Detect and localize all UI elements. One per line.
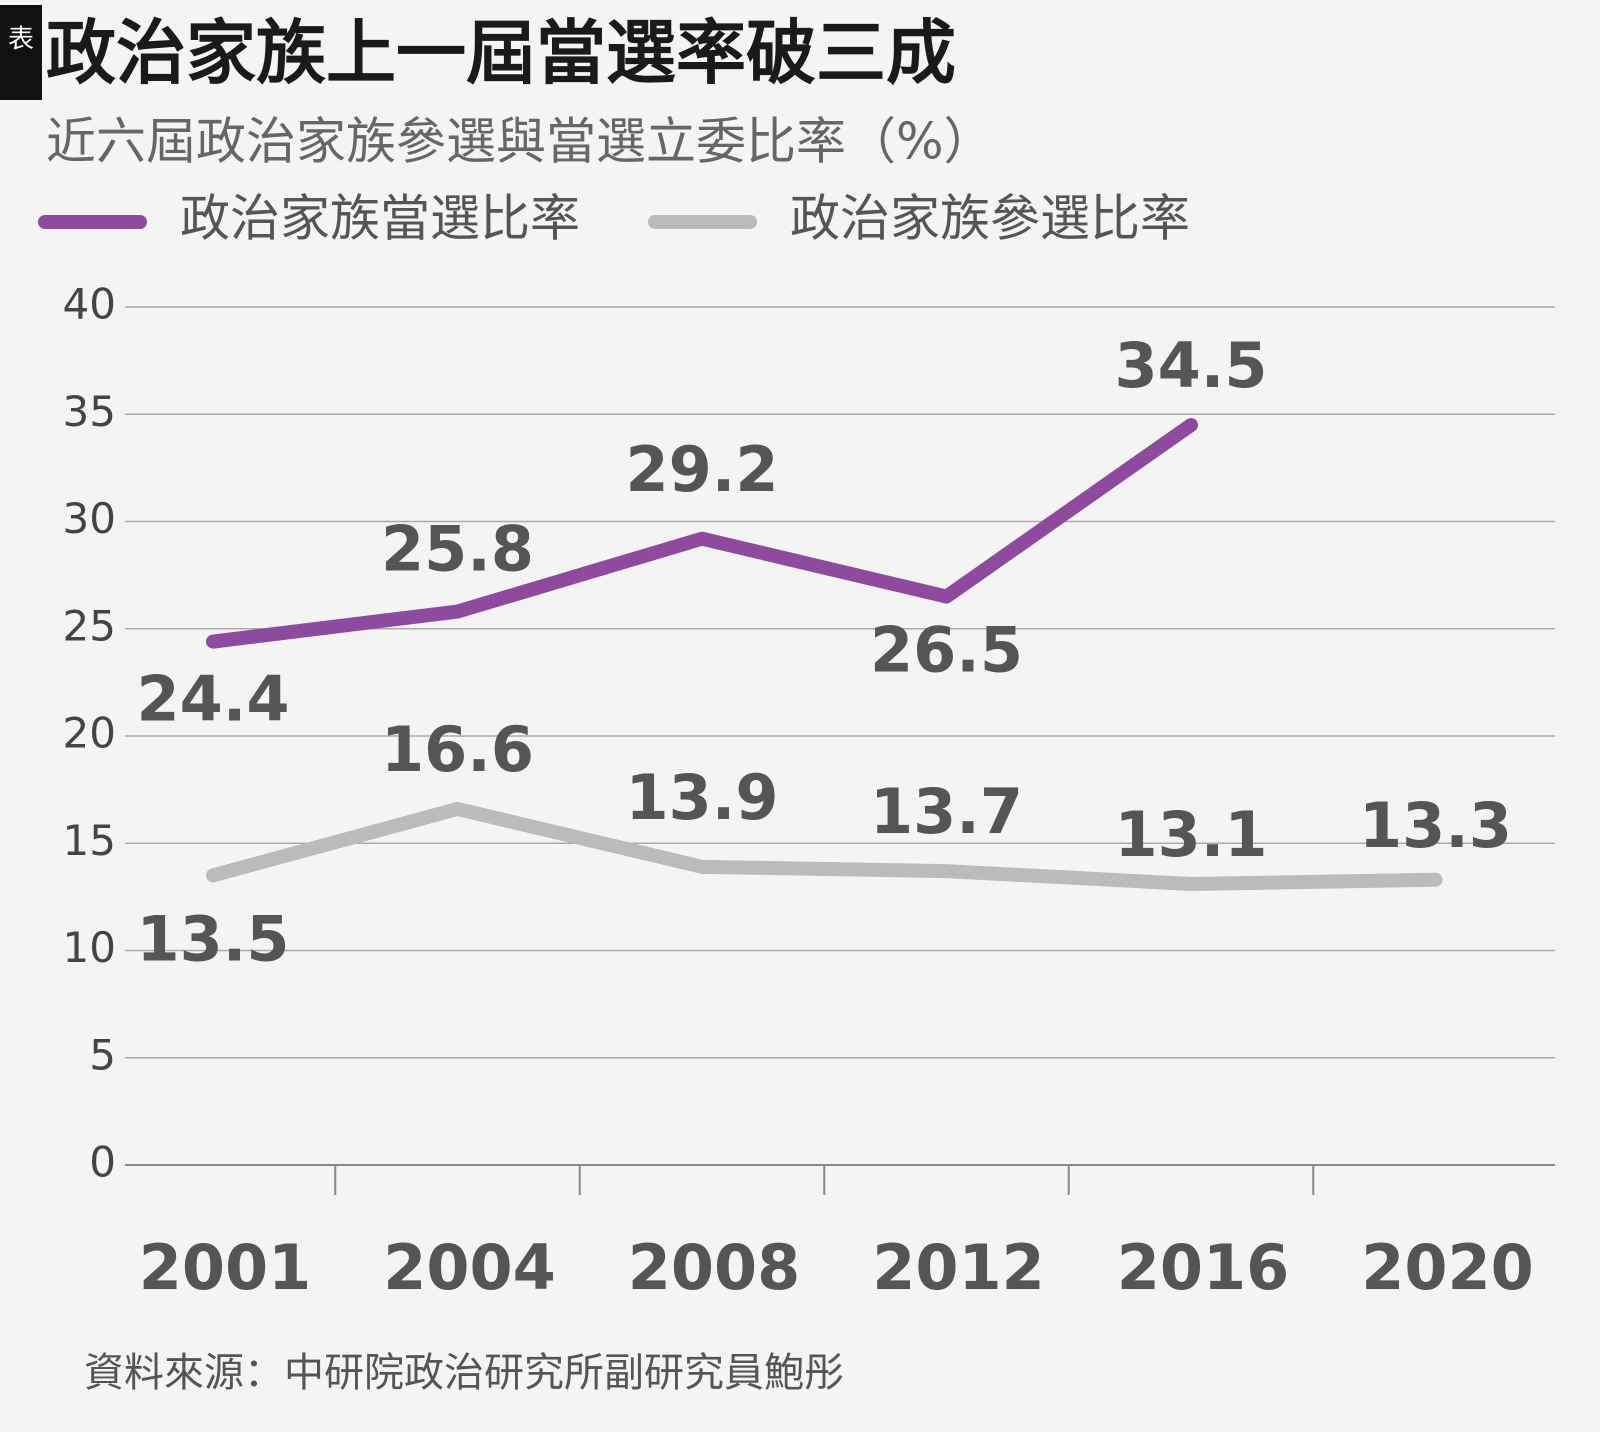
series-line bbox=[206, 417, 1198, 649]
x-tick-label: 2008 bbox=[628, 1231, 801, 1304]
x-tick-label: 2004 bbox=[383, 1231, 556, 1304]
y-tick-label: 40 bbox=[63, 280, 116, 329]
y-tick-label: 20 bbox=[63, 709, 116, 758]
badge-box bbox=[0, 5, 42, 100]
y-tick-label: 10 bbox=[63, 923, 116, 972]
legend-label: 政治家族當選比率 bbox=[180, 190, 580, 248]
legend-label: 政治家族參選比率 bbox=[790, 190, 1190, 248]
y-tick-label: 5 bbox=[89, 1030, 116, 1079]
data-label: 24.4 bbox=[137, 663, 290, 736]
data-label: 16.6 bbox=[381, 713, 534, 786]
data-label: 13.5 bbox=[137, 903, 290, 976]
y-tick-label: 35 bbox=[63, 387, 116, 436]
x-tick-label: 2020 bbox=[1361, 1231, 1534, 1304]
chart-title: 政治家族上一屆當選率破三成 bbox=[46, 12, 956, 94]
data-label: 13.1 bbox=[1115, 798, 1268, 871]
data-label: 34.5 bbox=[1115, 329, 1268, 402]
data-label: 13.3 bbox=[1359, 789, 1512, 862]
y-tick-label: 30 bbox=[63, 494, 116, 543]
y-tick-label: 15 bbox=[63, 816, 116, 865]
data-label: 13.7 bbox=[870, 775, 1023, 848]
series-line bbox=[206, 801, 1443, 892]
chart-subtitle: 近六屆政治家族參選與當選立委比率（%） bbox=[46, 113, 994, 171]
data-label: 29.2 bbox=[626, 433, 779, 506]
data-label: 26.5 bbox=[870, 614, 1023, 687]
data-label: 25.8 bbox=[381, 513, 534, 586]
x-tick-label: 2012 bbox=[872, 1231, 1045, 1304]
x-tick-label: 2001 bbox=[139, 1231, 312, 1304]
badge: 表 bbox=[8, 25, 34, 55]
y-tick-label: 0 bbox=[89, 1138, 116, 1187]
x-tick-label: 2016 bbox=[1117, 1231, 1290, 1304]
y-tick-label: 25 bbox=[63, 601, 116, 650]
data-label: 13.9 bbox=[626, 761, 779, 834]
source: 資料來源：中研院政治研究所副研究員鮑彤 bbox=[84, 1350, 844, 1396]
